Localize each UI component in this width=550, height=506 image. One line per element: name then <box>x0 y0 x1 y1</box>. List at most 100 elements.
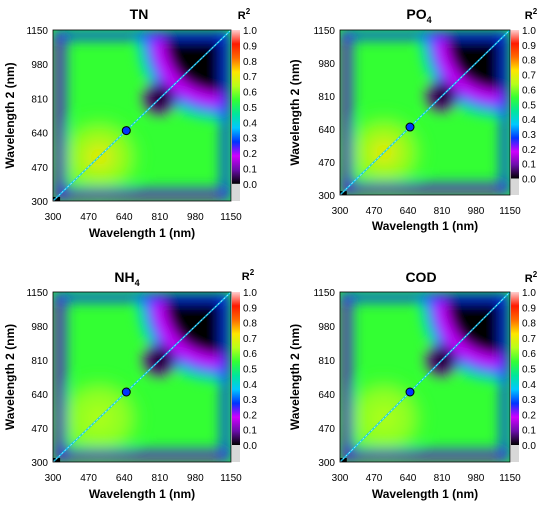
colorbar <box>232 30 240 184</box>
y-tick-label: 640 <box>318 390 335 401</box>
colorbar-tick-label: 0.1 <box>243 165 257 176</box>
x-tick-label: 980 <box>468 473 485 484</box>
x-tick-label: 1150 <box>499 206 521 217</box>
x-tick-label: 640 <box>400 473 417 484</box>
colorbar-tick-label: 0.2 <box>243 149 257 160</box>
chart-title: PO4 <box>406 6 431 25</box>
y-tick-label: 470 <box>31 163 48 174</box>
colorbar-tick-label: 0.5 <box>522 365 536 376</box>
x-tick-label: 470 <box>80 473 97 484</box>
y-tick-label: 980 <box>31 60 48 71</box>
y-tick-label: 640 <box>318 125 335 136</box>
x-tick-label: 640 <box>400 206 417 217</box>
colorbar-tick-label: 0.0 <box>522 441 536 452</box>
panel-po: PO4 300 470 640 810 980 1150 300 470 640 810 980 115… <box>288 6 538 233</box>
y-tick-label: 1150 <box>313 288 335 299</box>
y-tick-label: 1150 <box>26 26 48 37</box>
colorbar-tick-label: 0.9 <box>522 303 536 314</box>
y-tick-label: 1150 <box>26 288 48 299</box>
chart-title: NH4 <box>114 269 139 288</box>
colorbar-tick-label: 0.2 <box>522 410 536 421</box>
y-tick-label: 1150 <box>313 26 335 37</box>
x-tick-label: 640 <box>116 212 133 223</box>
heatmap-image <box>53 30 231 201</box>
x-tick-label: 810 <box>151 473 168 484</box>
colorbar-tick-label: 1.0 <box>522 26 536 37</box>
y-tick-label: 470 <box>318 424 335 435</box>
colorbar-tick-label: 0.4 <box>522 115 536 126</box>
x-tick-label: 640 <box>116 473 133 484</box>
plot-frame <box>52 29 232 202</box>
y-axis-label: Wavelength 2 (nm) <box>3 62 17 168</box>
colorbar-tick-label: 0.2 <box>243 410 257 421</box>
x-tick-label: 470 <box>366 206 383 217</box>
colorbar <box>511 30 519 179</box>
y-tick-label: 980 <box>318 59 335 70</box>
x-axis-label: Wavelength 1 (nm) <box>372 219 478 233</box>
colorbar-tick-label: 0.1 <box>522 160 536 171</box>
colorbar-tick-label: 0.0 <box>243 441 257 452</box>
y-axis-label: Wavelength 2 (nm) <box>288 59 302 165</box>
y-tick-label: 470 <box>318 158 335 169</box>
x-tick-label: 810 <box>434 206 451 217</box>
x-tick-label: 1150 <box>220 473 242 484</box>
colorbar-tick-label: 0.7 <box>522 71 536 82</box>
plot-frame <box>339 291 511 463</box>
colorbar-label: R2 <box>525 7 538 22</box>
colorbar-tick-label: 1.0 <box>243 288 257 299</box>
x-tick-label: 300 <box>45 473 62 484</box>
x-tick-label: 980 <box>187 212 204 223</box>
chart-title: COD <box>405 269 436 285</box>
colorbar-tick-label: 0.9 <box>243 41 257 52</box>
colorbar-label: R2 <box>525 270 538 285</box>
y-axis-label: Wavelength 2 (nm) <box>288 324 302 430</box>
colorbar-tick-label: 0.8 <box>522 319 536 330</box>
colorbar-tick-label: 0.3 <box>522 130 536 141</box>
y-tick-label: 300 <box>31 197 48 208</box>
y-tick-label: 640 <box>31 390 48 401</box>
colorbar-tick-label: 0.7 <box>522 334 536 345</box>
colorbar-tick-label: 0.9 <box>522 41 536 52</box>
colorbar <box>232 292 240 445</box>
panel-tn: TN 300 470 640 810 980 1150 300 470 640 810 980 1150… <box>3 6 257 240</box>
colorbar <box>511 292 519 445</box>
x-tick-label: 1150 <box>220 212 242 223</box>
heatmap-image <box>53 292 231 462</box>
plot-frame <box>52 291 232 463</box>
y-tick-label: 300 <box>318 458 335 469</box>
colorbar-tick-label: 0.2 <box>522 145 536 156</box>
x-tick-label: 470 <box>366 473 383 484</box>
x-tick-label: 300 <box>45 212 62 223</box>
plot-frame <box>339 29 511 196</box>
colorbar-tick-label: 0.8 <box>243 319 257 330</box>
colorbar-tick-label: 0.5 <box>243 103 257 114</box>
colorbar-tick-label: 0.7 <box>243 334 257 345</box>
colorbar-tick-label: 1.0 <box>243 26 257 37</box>
y-tick-label: 980 <box>31 322 48 333</box>
y-tick-label: 810 <box>31 356 48 367</box>
colorbar-tick-label: 0.1 <box>243 426 257 437</box>
y-tick-label: 300 <box>318 191 335 202</box>
colorbar-tick-label: 0.8 <box>243 57 257 68</box>
x-tick-label: 470 <box>80 212 97 223</box>
colorbar-label: R2 <box>238 7 251 22</box>
y-tick-label: 810 <box>318 92 335 103</box>
y-axis-label: Wavelength 2 (nm) <box>3 324 17 430</box>
heatmap-image <box>340 292 510 462</box>
x-tick-label: 300 <box>332 206 349 217</box>
chart-title: TN <box>130 6 149 22</box>
x-tick-label: 980 <box>187 473 204 484</box>
panel-cod: COD 300 470 640 810 980 1150 300 470 640 810 980 115… <box>288 269 538 501</box>
colorbar-tick-label: 0.8 <box>522 56 536 67</box>
colorbar-label: R2 <box>242 268 255 283</box>
colorbar-tick-label: 0.6 <box>522 85 536 96</box>
y-tick-label: 300 <box>31 458 48 469</box>
colorbar-tick-label: 0.5 <box>522 100 536 111</box>
y-tick-label: 810 <box>318 356 335 367</box>
y-tick-label: 980 <box>318 322 335 333</box>
heatmap-image <box>340 30 510 195</box>
colorbar-tick-label: 0.7 <box>243 72 257 83</box>
colorbar-tick-label: 0.0 <box>243 180 257 191</box>
x-tick-label: 300 <box>332 473 349 484</box>
colorbar-tick-label: 0.6 <box>522 349 536 360</box>
